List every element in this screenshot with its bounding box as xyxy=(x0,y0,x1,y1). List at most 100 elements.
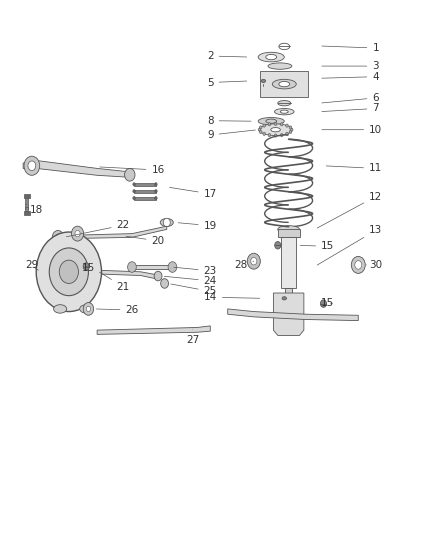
Circle shape xyxy=(280,133,283,136)
Bar xyxy=(278,229,300,237)
Text: 10: 10 xyxy=(322,125,382,135)
Text: 22: 22 xyxy=(66,220,130,237)
Ellipse shape xyxy=(278,101,291,106)
Text: 27: 27 xyxy=(186,329,200,345)
Text: 28: 28 xyxy=(234,261,254,270)
Ellipse shape xyxy=(266,54,277,60)
Circle shape xyxy=(268,123,271,126)
Ellipse shape xyxy=(271,127,280,132)
Text: 29: 29 xyxy=(25,261,39,270)
Ellipse shape xyxy=(259,124,292,135)
Circle shape xyxy=(124,168,135,181)
Circle shape xyxy=(75,230,80,237)
Bar xyxy=(134,190,156,193)
Circle shape xyxy=(263,124,265,127)
Circle shape xyxy=(155,190,157,193)
Circle shape xyxy=(258,128,261,131)
Bar xyxy=(134,197,156,200)
Circle shape xyxy=(274,134,277,137)
Text: 5: 5 xyxy=(207,77,247,87)
Text: 13: 13 xyxy=(317,225,382,265)
Text: 14: 14 xyxy=(204,292,260,302)
Polygon shape xyxy=(273,293,304,335)
Polygon shape xyxy=(97,326,210,334)
Circle shape xyxy=(247,253,260,269)
Text: 26: 26 xyxy=(96,305,138,315)
Text: 21: 21 xyxy=(99,272,130,292)
Text: 11: 11 xyxy=(326,164,382,173)
Text: 1: 1 xyxy=(322,43,379,53)
Circle shape xyxy=(155,197,157,200)
Circle shape xyxy=(86,306,91,312)
Circle shape xyxy=(133,190,135,193)
Circle shape xyxy=(280,123,283,126)
Circle shape xyxy=(355,261,362,269)
Bar xyxy=(281,237,297,288)
Circle shape xyxy=(259,126,262,129)
Text: 23: 23 xyxy=(174,266,217,276)
Ellipse shape xyxy=(279,82,290,87)
Text: 24: 24 xyxy=(164,276,217,286)
Circle shape xyxy=(36,232,102,312)
Circle shape xyxy=(251,257,257,265)
Polygon shape xyxy=(53,226,167,239)
Text: 9: 9 xyxy=(207,130,255,140)
Circle shape xyxy=(263,132,265,135)
Ellipse shape xyxy=(80,305,93,313)
Ellipse shape xyxy=(266,119,277,123)
Text: 2: 2 xyxy=(207,51,247,61)
Ellipse shape xyxy=(277,75,292,82)
Circle shape xyxy=(133,183,135,186)
Text: 17: 17 xyxy=(170,188,217,199)
Text: 3: 3 xyxy=(322,61,379,71)
Circle shape xyxy=(127,262,136,272)
Text: 25: 25 xyxy=(171,284,217,296)
Bar xyxy=(25,207,28,214)
Text: 6: 6 xyxy=(322,93,379,103)
Circle shape xyxy=(24,156,40,175)
Ellipse shape xyxy=(268,63,292,69)
Text: 19: 19 xyxy=(178,221,217,231)
Ellipse shape xyxy=(258,52,284,62)
Bar xyxy=(24,195,30,198)
Ellipse shape xyxy=(278,225,300,233)
Circle shape xyxy=(274,122,277,125)
Text: 15: 15 xyxy=(321,297,335,308)
Circle shape xyxy=(28,161,36,171)
Ellipse shape xyxy=(275,109,294,115)
Circle shape xyxy=(286,132,288,135)
Polygon shape xyxy=(228,309,358,320)
Ellipse shape xyxy=(160,219,173,227)
Circle shape xyxy=(71,226,84,241)
Circle shape xyxy=(155,183,157,186)
Circle shape xyxy=(168,262,177,272)
Circle shape xyxy=(286,124,288,127)
Text: 20: 20 xyxy=(126,236,165,246)
Circle shape xyxy=(163,218,170,227)
Bar xyxy=(134,183,156,186)
Circle shape xyxy=(268,133,271,136)
Circle shape xyxy=(289,126,292,129)
Text: 8: 8 xyxy=(207,116,251,126)
Circle shape xyxy=(49,248,88,296)
Circle shape xyxy=(321,300,326,308)
Ellipse shape xyxy=(53,305,67,313)
Polygon shape xyxy=(23,160,132,177)
Ellipse shape xyxy=(258,117,284,125)
Ellipse shape xyxy=(280,110,288,114)
Circle shape xyxy=(289,131,292,134)
Ellipse shape xyxy=(270,72,298,84)
Text: 15: 15 xyxy=(82,263,95,272)
Ellipse shape xyxy=(282,297,286,300)
Circle shape xyxy=(59,260,78,284)
Circle shape xyxy=(133,197,135,200)
Bar xyxy=(25,196,28,209)
Bar xyxy=(132,265,173,269)
Circle shape xyxy=(351,256,365,273)
Bar xyxy=(24,212,30,215)
Text: 4: 4 xyxy=(322,71,379,82)
Text: 12: 12 xyxy=(317,191,382,228)
Text: 7: 7 xyxy=(322,103,379,114)
Circle shape xyxy=(83,263,89,270)
Circle shape xyxy=(52,230,64,244)
